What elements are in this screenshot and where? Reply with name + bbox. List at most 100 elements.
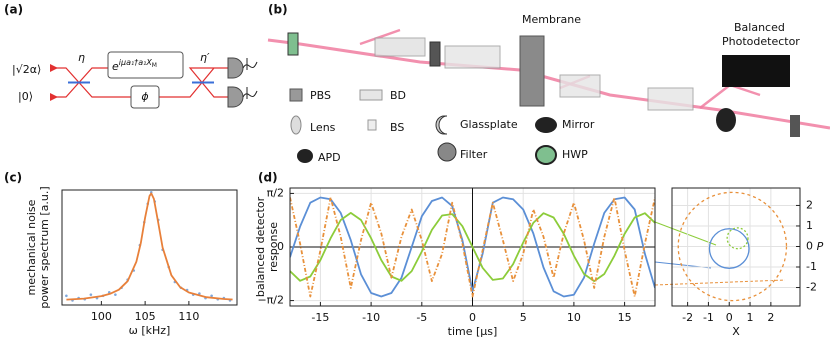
- x-tick-label: -15: [311, 311, 329, 324]
- x-tick-label: -5: [416, 311, 427, 324]
- state-circle: [677, 191, 788, 302]
- plot-frame: [61, 189, 238, 306]
- detector-label: Balanced: [734, 21, 785, 34]
- operator: eiμa₁†a₁XM: [112, 58, 157, 74]
- series-line: [66, 192, 233, 301]
- x-tick-label: -2: [682, 311, 693, 324]
- series-line: [290, 196, 655, 298]
- x-tick-label: 0: [469, 311, 476, 324]
- membrane: [519, 35, 545, 107]
- x-tick-label: 0: [726, 311, 733, 324]
- series-line: [290, 196, 655, 298]
- bd: [374, 37, 426, 57]
- detector: [227, 57, 244, 108]
- y-axis-label: mechanical noise: [25, 199, 38, 295]
- legend-label: HWP: [562, 148, 588, 161]
- y-axis-label: balanced detector: [254, 196, 267, 297]
- operator-box: [107, 51, 184, 79]
- x-axis-label: time [μs]: [448, 325, 498, 338]
- operator-subscript: M: [152, 62, 157, 69]
- x-axis-label: ω [kHz]: [129, 324, 171, 337]
- x-tick-label: 110: [178, 310, 199, 323]
- panel-label: (d): [258, 171, 278, 185]
- x-tick-label: 10: [567, 311, 581, 324]
- y-tick-label: -1: [806, 260, 817, 273]
- x-tick-label: 15: [618, 311, 632, 324]
- y-tick-label: 2: [806, 198, 813, 211]
- bd: [647, 87, 694, 111]
- hwp: [287, 32, 299, 56]
- legend-label: Filter: [460, 148, 488, 161]
- connector: [654, 221, 717, 246]
- data-point: [198, 292, 201, 295]
- eta-prime: η′: [200, 51, 210, 64]
- chart: (c) 100 105 110 ω [kHz] mechanical noise power…: [4, 171, 238, 337]
- operator-base: e: [112, 60, 119, 73]
- bd: [444, 45, 501, 69]
- y-axis-label: response: [267, 222, 280, 272]
- input-label: |√2α⟩: [12, 63, 41, 76]
- input-label: |0⟩: [18, 90, 33, 103]
- plot-frame: [671, 187, 801, 307]
- legend-label: Mirror: [562, 118, 595, 131]
- x-tick-label: -10: [362, 311, 380, 324]
- y-tick-label: 0: [277, 240, 284, 253]
- legend-icon: [535, 145, 557, 165]
- legend-label: Glassplate: [460, 118, 518, 131]
- y-axis-label: P: [817, 240, 824, 253]
- legend-label: APD: [318, 151, 341, 164]
- legend-label: BD: [390, 89, 406, 102]
- chart: (d) -15 -10 -5 0 5 10 15 π/2 0 −π/2 time [μs] balanc…: [254, 171, 656, 338]
- detector-label: Photodetector: [722, 35, 800, 48]
- panel-label: (a): [4, 3, 23, 17]
- legend-icon: [297, 149, 313, 163]
- state-circle: [726, 227, 749, 250]
- x-tick-label: 105: [135, 310, 156, 323]
- y-tick-label: π/2: [267, 186, 284, 199]
- bd: [559, 74, 601, 98]
- panel-b: (b) Membrane Balanced Photodetector PBS …: [267, 3, 830, 165]
- legend-icon: [290, 115, 302, 135]
- filter: [429, 41, 441, 67]
- x-axis-label: X: [732, 325, 740, 338]
- data-point: [210, 294, 213, 298]
- legend-icon: [437, 142, 457, 162]
- legend-icon: [367, 119, 377, 131]
- x-tick-label: 2: [767, 311, 774, 324]
- data-point: [89, 293, 93, 296]
- filter: [790, 115, 800, 137]
- x-tick-label: 100: [91, 310, 112, 323]
- legend-icon: [289, 88, 303, 102]
- membrane-label: Membrane: [522, 13, 581, 26]
- detector-wire: [242, 58, 258, 99]
- panel-label: (b): [268, 3, 288, 17]
- series-line: [290, 212, 655, 282]
- legend-label: BS: [390, 121, 404, 134]
- panel-a: (a) |√2α⟩ |0⟩ η η′ eiμa₁†a₁XM ϕ: [4, 3, 258, 109]
- input-arrow: [50, 64, 58, 101]
- panel-label: (c): [4, 171, 22, 185]
- phase: ϕ: [141, 90, 148, 103]
- y-tick-label: -2: [806, 281, 817, 294]
- y-tick-label: 0: [806, 239, 813, 252]
- legend-label: PBS: [310, 89, 331, 102]
- x-tick-label: -1: [703, 311, 714, 324]
- legend-icon: [435, 115, 448, 135]
- x-tick-label: 5: [520, 311, 527, 324]
- state-circle: [708, 228, 750, 269]
- photodetector: [722, 55, 790, 87]
- y-tick-label: −π/2: [257, 294, 284, 307]
- connector: [654, 279, 786, 286]
- legend-icon: [359, 89, 383, 101]
- y-axis-label: power spectrum [a.u.]: [38, 186, 51, 308]
- phase-box: [130, 85, 160, 109]
- operator-exponent: iμa₁†a₁X: [119, 58, 153, 67]
- y-tick-label: 1: [806, 219, 813, 232]
- plot-frame: [289, 187, 656, 307]
- legend-icon: [535, 117, 557, 133]
- eta: η: [78, 51, 85, 64]
- data-point: [65, 294, 68, 298]
- mirror: [716, 108, 736, 132]
